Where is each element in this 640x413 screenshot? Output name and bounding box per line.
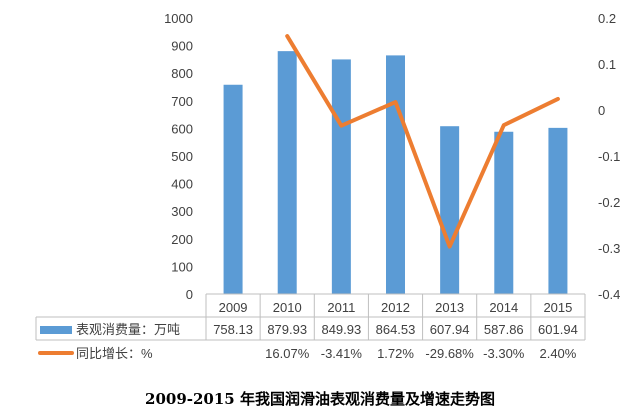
category-label: 2014 xyxy=(489,300,518,315)
y-left-tick-label: 200 xyxy=(171,232,193,247)
y-left-tick-label: 900 xyxy=(171,39,193,54)
legend-key-bar xyxy=(40,326,72,334)
y-right-tick-label: -0.4 xyxy=(598,287,620,302)
bar-2014 xyxy=(494,131,514,294)
bar-2011 xyxy=(331,59,351,295)
y-left-tick-label: 300 xyxy=(171,204,193,219)
y-left-tick-label: 100 xyxy=(171,259,193,274)
table-value-consumption: 587.86 xyxy=(484,322,524,337)
chart-svg: 0 100 200 300 400 500 600 700 800 900 1000 -0.4 -0.3… xyxy=(35,11,620,361)
bar-2015 xyxy=(548,127,568,294)
y-left-tick-label: 1000 xyxy=(164,11,193,26)
data-table: 2009 2010 2011 2012 2013 2014 2015 表观消费量：万吨同比增长… xyxy=(35,293,586,361)
table-value-consumption: 879.93 xyxy=(267,322,307,337)
y-right-tick-label: -0.3 xyxy=(598,241,620,256)
table-value-consumption: 864.53 xyxy=(376,322,416,337)
y-left-tick-label: 800 xyxy=(171,66,193,81)
category-label: 2011 xyxy=(327,300,355,315)
bar-series xyxy=(223,51,568,295)
y-left-tick-label: 600 xyxy=(171,121,193,136)
line-series xyxy=(285,34,560,249)
y-right-tick-label: 0.2 xyxy=(598,11,616,26)
table-value-consumption: 607.94 xyxy=(430,322,470,337)
category-label: 2012 xyxy=(381,300,410,315)
chart: 0 100 200 300 400 500 600 700 800 900 1000 -0.4 -0.3… xyxy=(35,11,620,361)
y-right-tick-label: 0 xyxy=(598,103,605,118)
y-right-tick-label: -0.2 xyxy=(598,195,620,210)
category-label: 2013 xyxy=(435,300,464,315)
y-left-tick-label: 400 xyxy=(171,177,193,192)
y-right-tick-label: -0.1 xyxy=(598,149,620,164)
table-value-growth: 2.40% xyxy=(539,346,576,361)
bar-2013 xyxy=(440,126,460,294)
table-value-growth: -3.41% xyxy=(321,346,363,361)
table-value-consumption: 758.13 xyxy=(213,322,253,337)
y-left-tick-label: 500 xyxy=(171,149,193,164)
table-value-growth: -29.68% xyxy=(425,346,474,361)
bar-2009 xyxy=(223,84,243,294)
table-value-growth: -3.30% xyxy=(483,346,525,361)
category-label: 2009 xyxy=(219,300,248,315)
y-left-tick-label: 0 xyxy=(186,287,193,302)
bar-2012 xyxy=(386,55,405,294)
category-label: 2010 xyxy=(273,300,302,315)
axes: 0 100 200 300 400 500 600 700 800 900 1000 -0.4 -0.3… xyxy=(164,11,620,302)
chart-caption: 2009-2015 年我国润滑油表观消费量及增速走势图 xyxy=(145,390,495,408)
table-value-growth: 1.72% xyxy=(377,346,414,361)
bar-2010 xyxy=(277,51,297,295)
table-value-growth: 16.07% xyxy=(265,346,310,361)
y-right-tick-label: 0.1 xyxy=(598,57,616,72)
growth-line xyxy=(285,34,560,249)
category-label: 2015 xyxy=(543,300,572,315)
table-value-consumption: 601.94 xyxy=(538,322,578,337)
y-left-tick-label: 700 xyxy=(171,94,193,109)
legend-label-bar: 表观消费量：万吨 xyxy=(76,322,180,337)
legend-label-line: 同比增长：% xyxy=(76,346,153,361)
table-value-consumption: 849.93 xyxy=(321,322,361,337)
